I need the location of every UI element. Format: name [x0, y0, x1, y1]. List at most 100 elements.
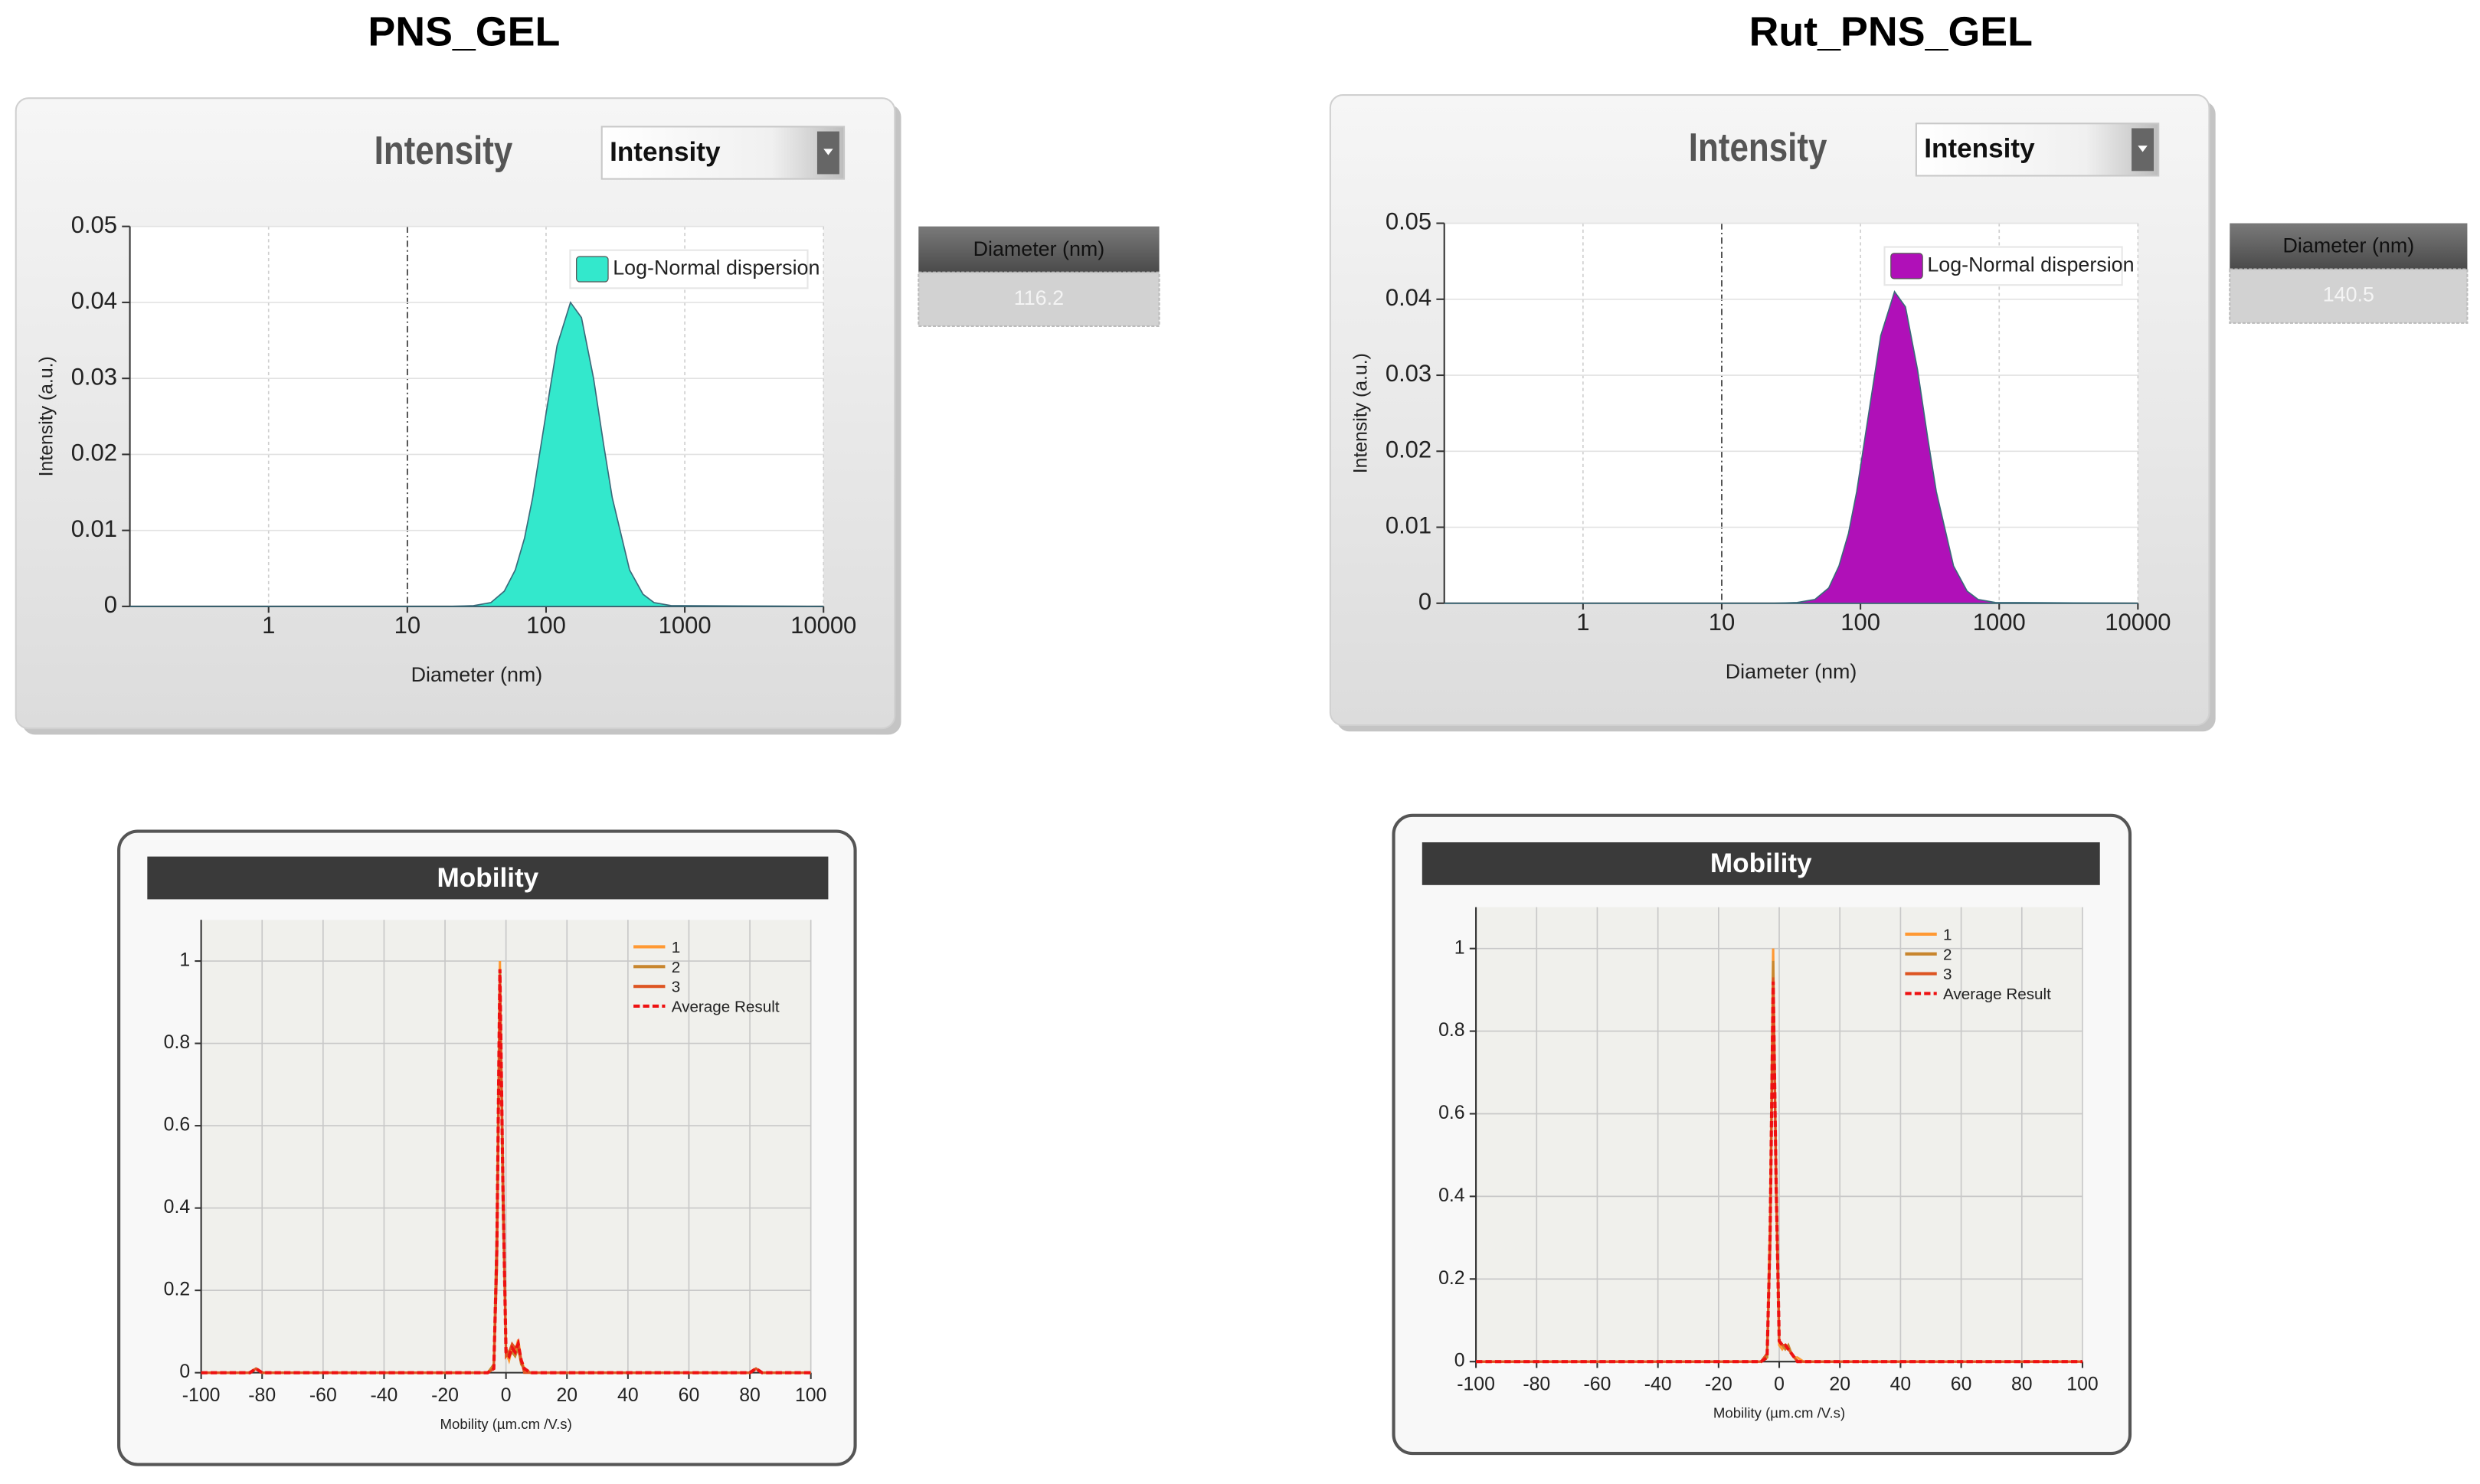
dropdown-text: Intensity — [1924, 134, 2035, 164]
x-tick-label: -80 — [1523, 1374, 1550, 1395]
dropdown[interactable] — [1915, 123, 2160, 177]
y-tick-label: 0.03 — [71, 363, 117, 390]
x-tick-label: -100 — [182, 1385, 221, 1406]
x-tick-label: 20 — [556, 1385, 577, 1406]
x-axis-label: Mobility (µm.cm /V.s) — [1713, 1404, 1845, 1420]
y-tick-label: 0.02 — [71, 440, 117, 466]
x-tick-label: 60 — [679, 1385, 700, 1406]
legend-label: 3 — [1943, 966, 1952, 983]
x-tick-label: 20 — [1829, 1374, 1850, 1395]
x-tick-label: -80 — [248, 1385, 276, 1406]
chart-title: Mobility — [1710, 848, 1812, 878]
y-tick-label: 0.6 — [164, 1115, 190, 1136]
table-header-cell — [918, 226, 1160, 273]
y-axis-label: Intensity (a.u.) — [1351, 353, 1372, 473]
chart-title: Intensity — [375, 129, 513, 173]
y-tick-label: 0.01 — [1386, 512, 1431, 539]
y-tick-label: 0.8 — [164, 1032, 190, 1053]
table-value: 140.5 — [2323, 283, 2374, 306]
table-value-cell — [918, 271, 1160, 327]
y-tick-label: 0.04 — [1386, 284, 1431, 311]
line — [1476, 981, 2082, 1364]
legend-label: Log-Normal dispersion — [1927, 253, 2134, 276]
x-tick-label: 10000 — [790, 612, 856, 639]
x-tick-label: 40 — [1890, 1374, 1912, 1395]
y-tick-label: 1 — [1454, 937, 1465, 958]
area — [129, 301, 824, 607]
x-tick-label: 10 — [394, 612, 420, 639]
column-title: PNS_GEL — [368, 9, 560, 55]
legend-swatch — [576, 256, 609, 283]
x-tick-label: 10000 — [2105, 609, 2171, 636]
legend-label: 2 — [672, 959, 681, 976]
legend-box — [569, 249, 809, 289]
chart-title: Intensity — [1689, 126, 1827, 170]
x-tick-label: 10 — [1709, 609, 1735, 636]
y-tick-label: 0.05 — [71, 211, 117, 238]
table-header: Diameter (nm) — [973, 237, 1105, 260]
x-axis-label: Diameter (nm) — [1726, 660, 1857, 683]
x-tick-label: 60 — [1951, 1374, 1972, 1395]
x-tick-label: 100 — [1840, 609, 1880, 636]
dropdown-arrow — [2138, 145, 2148, 152]
legend-label: Average Result — [672, 999, 780, 1016]
x-tick-label: 1 — [1576, 609, 1589, 636]
y-tick-label: 0.03 — [1386, 360, 1431, 387]
plot-area — [1444, 223, 2138, 603]
legend-label: 3 — [672, 979, 681, 996]
y-tick-label: 0 — [1454, 1351, 1465, 1371]
legend-label: 1 — [672, 939, 681, 956]
x-tick-label: -100 — [1457, 1374, 1495, 1395]
x-tick-label: -40 — [1644, 1374, 1672, 1395]
legend-label: 1 — [1943, 926, 1952, 943]
x-tick-label: 1 — [262, 612, 275, 639]
plot-area — [129, 226, 824, 606]
table-value: 116.2 — [1014, 286, 1064, 309]
y-tick-label: 0.2 — [1438, 1268, 1464, 1289]
y-tick-label: 0.6 — [1438, 1103, 1464, 1123]
y-tick-label: 0 — [179, 1361, 190, 1382]
y-tick-label: 1 — [179, 950, 190, 971]
y-tick-label: 0.8 — [1438, 1020, 1464, 1041]
chart-title: Mobility — [437, 863, 539, 893]
x-axis-label: Diameter (nm) — [411, 663, 543, 686]
x-tick-label: 100 — [795, 1385, 826, 1406]
column-title: Rut_PNS_GEL — [1749, 9, 2033, 55]
header-bar — [147, 856, 829, 900]
y-tick-label: 0.04 — [71, 287, 117, 314]
dropdown-text: Intensity — [610, 137, 721, 167]
y-axis-label: Intensity (a.u.) — [37, 356, 57, 476]
x-tick-label: 80 — [739, 1385, 761, 1406]
x-tick-label: 0 — [501, 1385, 512, 1406]
x-tick-label: 40 — [617, 1385, 639, 1406]
y-tick-label: 0.2 — [164, 1280, 190, 1300]
legend-label: 2 — [1943, 946, 1952, 963]
x-tick-label: 0 — [1774, 1374, 1785, 1395]
y-tick-label: 0.4 — [1438, 1185, 1465, 1206]
x-tick-label: 1000 — [1973, 609, 2026, 636]
area — [1444, 290, 2138, 604]
x-tick-label: 80 — [2011, 1374, 2033, 1395]
x-tick-label: 100 — [2066, 1374, 2098, 1395]
x-tick-label: -60 — [309, 1385, 337, 1406]
dropdown[interactable] — [600, 126, 846, 180]
legend-swatch — [1890, 253, 1923, 279]
dropdown-arrow — [823, 149, 833, 155]
x-tick-label: -20 — [1705, 1374, 1732, 1395]
x-tick-label: 100 — [526, 612, 566, 639]
y-tick-label: 0 — [1418, 588, 1431, 615]
line — [201, 969, 811, 1374]
y-tick-label: 0.4 — [164, 1197, 191, 1218]
x-tick-label: -60 — [1584, 1374, 1611, 1395]
y-tick-label: 0.05 — [1386, 208, 1431, 235]
y-tick-label: 0.02 — [1386, 436, 1431, 463]
table-header: Diameter (nm) — [2283, 234, 2415, 257]
legend-label: Average Result — [1943, 986, 2051, 1003]
y-tick-label: 0 — [104, 591, 117, 618]
legend-box — [1883, 246, 2123, 286]
legend-label: Log-Normal dispersion — [613, 257, 820, 279]
y-tick-label: 0.01 — [71, 515, 117, 542]
table-value-cell — [2229, 268, 2469, 324]
header-bar — [1422, 842, 2100, 885]
